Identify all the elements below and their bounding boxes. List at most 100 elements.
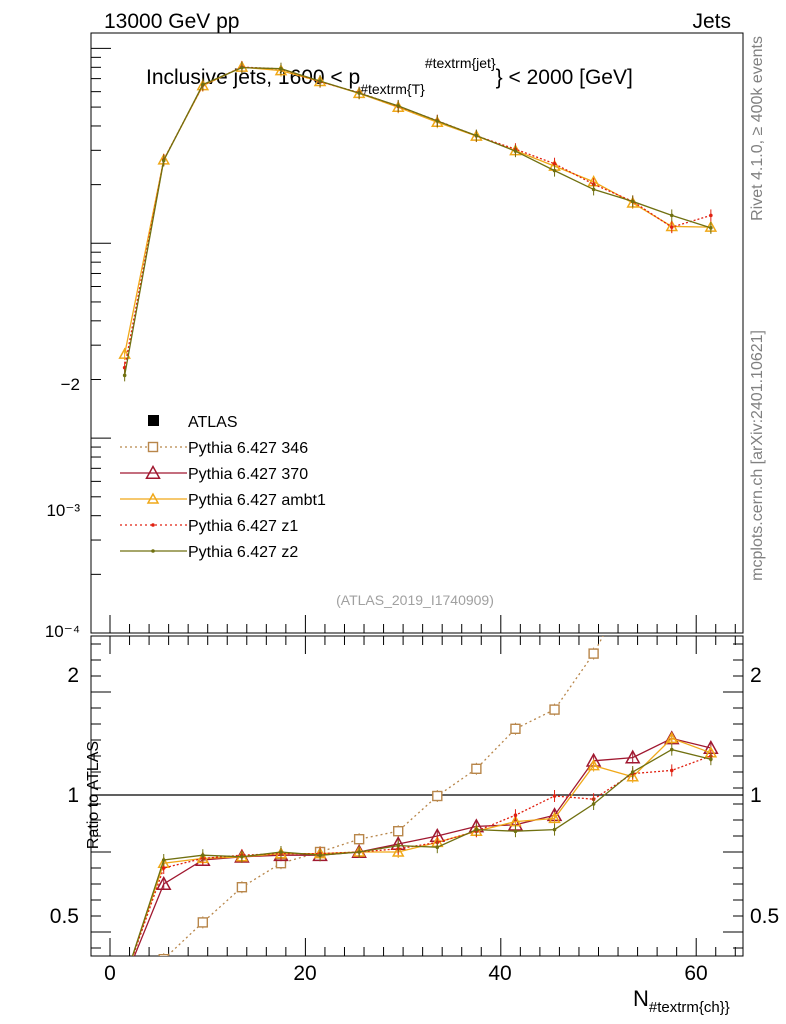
point-z2-4 <box>279 850 283 854</box>
point-s346-0 <box>120 976 129 985</box>
xtick-label-40: 40 <box>488 962 511 985</box>
point-z2-10 <box>513 829 518 833</box>
series-s346-ratio <box>120 464 715 985</box>
point-z1-14 <box>669 225 674 229</box>
legend-marker-s346 <box>147 441 159 453</box>
point-z1-1 <box>161 866 166 870</box>
point-ambt1-13 <box>626 770 639 782</box>
series-ambt1-main <box>118 60 718 361</box>
ratio-ytick-left-0.5: 0.5 <box>50 905 79 928</box>
point-z2-6 <box>357 91 361 95</box>
legend-label-z1: Pythia 6.427 z1 <box>188 518 298 535</box>
series-z1-main <box>122 61 713 374</box>
main-ytick-label-1: −2 <box>61 375 80 394</box>
side-label-bottom: mcplots.cern.ch [arXiv:2401.10621] <box>749 330 766 581</box>
x-axis-title-main: N <box>633 986 649 1011</box>
point-z2-2 <box>201 853 205 857</box>
point-ambt1-12 <box>587 759 600 771</box>
ratio-panel-frame <box>90 635 744 957</box>
ratio-ytick-left-1: 1 <box>67 784 79 807</box>
point-s346-1 <box>158 954 169 956</box>
point-z2-6 <box>357 850 361 854</box>
legend-label-s346: Pythia 6.427 346 <box>188 440 308 457</box>
xtick-label-60: 60 <box>684 962 707 985</box>
series-line-z1 <box>124 66 712 368</box>
title-sub: #textrm{T} <box>360 81 425 97</box>
legend-label-s370: Pythia 6.427 370 <box>188 466 308 483</box>
point-s346-10 <box>510 723 521 734</box>
ratio-ytick-left-2: 2 <box>67 664 79 687</box>
point-s346-11 <box>549 704 560 715</box>
analysis-watermark: (ATLAS_2019_I1740909) <box>336 592 494 608</box>
legend-marker-ambt1 <box>146 492 160 504</box>
point-z2-5 <box>318 853 322 857</box>
point-z2-10 <box>513 149 518 153</box>
point-z2-0 <box>123 978 127 982</box>
point-s346-12 <box>588 648 599 659</box>
main-y-ticks <box>91 47 111 634</box>
point-z2-0 <box>122 373 127 378</box>
xtick-label-0: 0 <box>104 962 116 985</box>
ratio-axis-ticks <box>91 615 743 956</box>
legend-entry-ambt1: Pythia 6.427 ambt1 <box>120 492 326 509</box>
point-z2-8 <box>435 845 440 849</box>
point-s346-2 <box>197 917 209 928</box>
legend-entry-data: ATLAS <box>148 414 238 431</box>
side-label-top: Rivet 4.1.0, ≥ 400k events <box>749 36 766 221</box>
plot-title: Inclusive jets, 1600 < p#textrm{T}#textr… <box>146 55 633 97</box>
series-line-ambt1 <box>131 737 712 956</box>
point-z1-0 <box>123 978 127 982</box>
title-sup: #textrm{jet} <box>425 55 496 71</box>
main-ytick-label-3: 10⁻⁴ <box>45 622 80 641</box>
series-line-z1 <box>132 755 712 956</box>
legend-entry-s346: Pythia 6.427 346 <box>120 440 308 457</box>
main-series <box>118 60 718 382</box>
point-s370-1 <box>155 875 172 890</box>
point-z2-11 <box>552 168 557 173</box>
point-z2-3 <box>240 65 244 70</box>
point-z2-8 <box>435 119 440 123</box>
point-ambt1-0 <box>118 347 131 359</box>
legend-marker-s370 <box>145 464 161 479</box>
legend-marker-data <box>148 415 159 426</box>
series-line-s370 <box>133 737 712 956</box>
header-right: Jets <box>692 10 731 33</box>
point-s346-15 <box>706 464 715 473</box>
series-line-ambt1 <box>124 66 711 355</box>
ratio-ytick-right-1: 1 <box>750 784 762 807</box>
series-z1-ratio <box>123 750 713 982</box>
ratio-ytick-right-2: 2 <box>750 664 762 687</box>
point-z2-5 <box>318 79 322 83</box>
point-z2-1 <box>161 858 166 862</box>
point-z2-3 <box>240 855 244 859</box>
point-s346-7 <box>393 826 404 837</box>
series-z2-ratio <box>123 743 713 982</box>
x-axis-title: N#textrm{ch}} <box>633 986 730 1016</box>
y-axis-title: Ratio to ATLAS <box>85 741 102 849</box>
series-line-z2 <box>124 66 712 376</box>
point-s346-13 <box>628 576 637 585</box>
point-z2-15 <box>709 757 713 761</box>
point-z1-11 <box>552 161 557 166</box>
ratio-ytick-right-0.5: 0.5 <box>750 905 779 928</box>
legend-label-ambt1: Pythia 6.427 ambt1 <box>188 492 326 509</box>
point-z2-2 <box>201 82 205 87</box>
point-z2-15 <box>709 226 713 230</box>
main-ytick-label-2: 10⁻³ <box>46 501 80 520</box>
point-s346-6 <box>353 834 365 845</box>
point-s370-13 <box>624 749 641 764</box>
header-left: 13000 GeV pp <box>104 10 239 33</box>
point-ambt1-14 <box>665 731 679 744</box>
point-z2-12 <box>591 802 596 806</box>
point-z2-1 <box>161 158 166 163</box>
point-ambt1-0 <box>120 975 130 984</box>
point-z2-14 <box>669 747 674 752</box>
point-z1-11 <box>552 794 557 798</box>
point-z2-12 <box>591 187 596 192</box>
point-z1-15 <box>709 213 713 218</box>
legend-entry-s370: Pythia 6.427 370 <box>120 464 308 483</box>
point-z1-14 <box>669 768 674 773</box>
point-z1-10 <box>513 813 518 817</box>
point-s346-9 <box>471 763 482 774</box>
